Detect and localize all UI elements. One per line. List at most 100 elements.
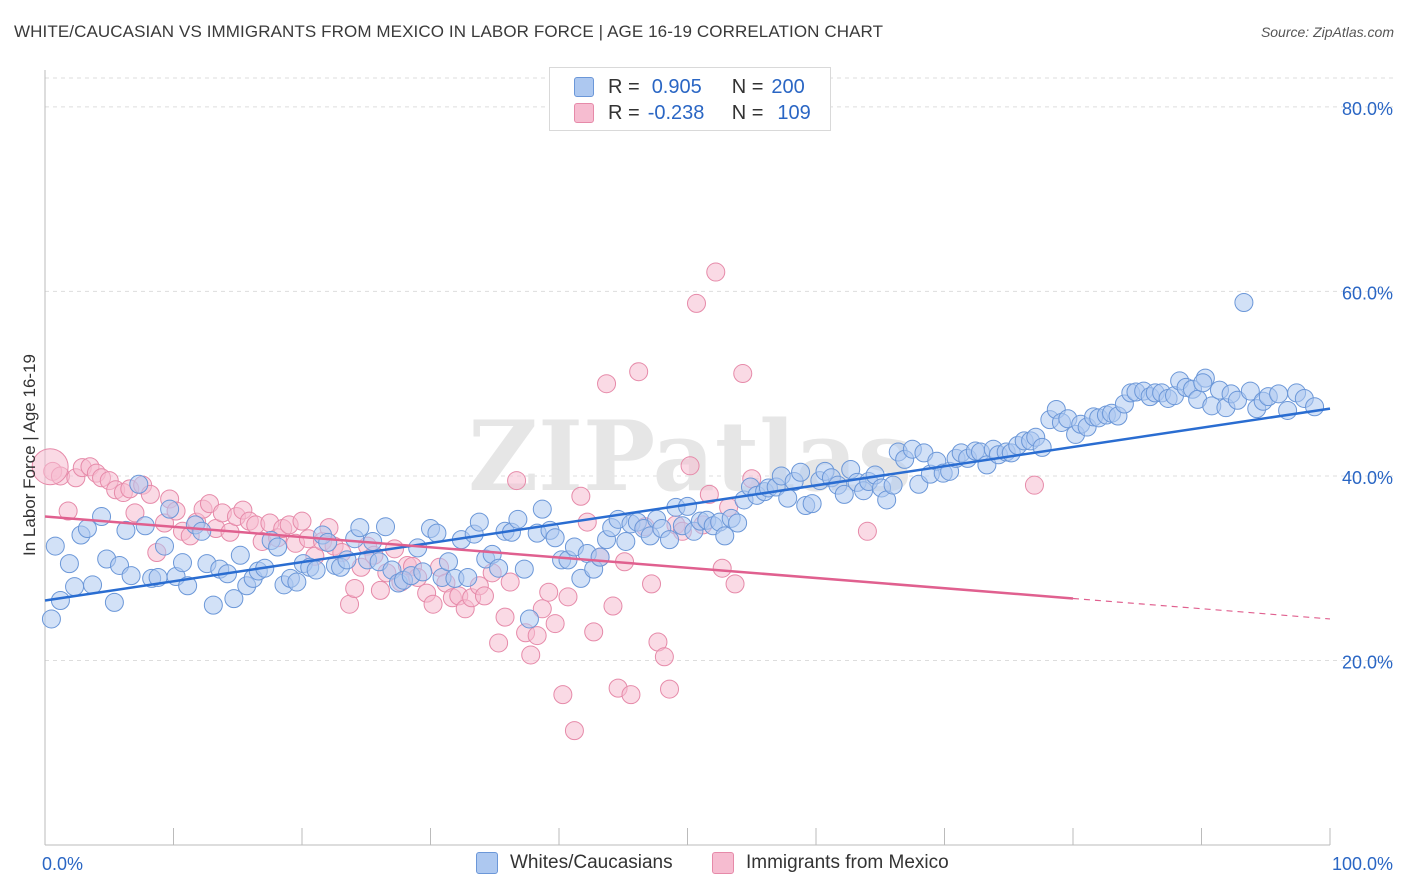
x-tick-label: 100.0%	[1332, 854, 1393, 874]
data-point	[616, 531, 636, 551]
data-point	[539, 582, 559, 602]
data-point	[172, 553, 192, 573]
data-point	[268, 537, 288, 557]
legend-r-value: -0.238	[647, 101, 705, 124]
series-whites-points	[41, 293, 1325, 629]
y-tick-label: 20.0%	[1342, 652, 1393, 672]
data-point	[508, 509, 528, 529]
data-point	[92, 507, 112, 527]
data-point	[564, 721, 584, 741]
data-point	[370, 580, 390, 600]
data-point	[345, 579, 365, 599]
data-point	[519, 609, 539, 629]
chart-title: WHITE/CAUCASIAN VS IMMIGRANTS FROM MEXIC…	[14, 22, 884, 41]
data-point	[350, 518, 370, 538]
data-point	[733, 364, 753, 384]
data-point	[834, 484, 854, 504]
data-point	[489, 558, 509, 578]
data-point	[129, 474, 149, 494]
data-point	[577, 512, 597, 532]
trend-line-immigrants	[44, 515, 1074, 600]
data-point	[160, 499, 180, 519]
y-axis-label: In Labor Force | Age 16-19	[20, 354, 39, 556]
trend-line-whites	[44, 407, 1331, 602]
data-point	[427, 523, 447, 543]
data-point	[621, 685, 641, 705]
trend-line-immigrants-extension	[1072, 597, 1331, 620]
data-point	[77, 519, 97, 539]
data-point	[571, 486, 591, 506]
data-point	[553, 685, 573, 705]
legend-n-value: 200	[771, 75, 805, 98]
data-point	[495, 607, 515, 627]
data-point	[413, 562, 433, 582]
data-point	[514, 559, 534, 579]
data-point	[83, 575, 103, 595]
data-point	[104, 592, 124, 612]
data-point	[489, 633, 509, 653]
legend-n-value: 109	[777, 101, 811, 124]
data-point	[376, 517, 396, 537]
data-point	[715, 526, 735, 546]
data-point	[545, 614, 565, 634]
data-point	[1240, 381, 1260, 401]
y-tick-label: 60.0%	[1342, 283, 1393, 303]
data-point	[65, 577, 85, 597]
legend-row-whites: R = 0.905 N = 200	[574, 74, 805, 100]
legend-label-whites: Whites/Caucasians	[510, 852, 673, 873]
data-point	[58, 501, 78, 521]
trend-lines	[44, 407, 1331, 620]
legend-r-label: R =	[608, 101, 640, 124]
data-point	[469, 512, 489, 532]
correlation-legend: R = 0.905 N = 200 R = -0.238 N = 109	[549, 67, 831, 131]
data-point	[318, 532, 338, 552]
data-point	[178, 576, 198, 596]
data-point	[1227, 390, 1247, 410]
legend-item-whites: Whites/Caucasians	[476, 852, 673, 874]
data-point	[725, 574, 745, 594]
data-point	[883, 475, 903, 495]
data-point	[584, 622, 604, 642]
legend-r-value: 0.905	[651, 75, 702, 98]
data-point	[474, 586, 494, 606]
data-point	[660, 530, 680, 550]
data-point	[527, 626, 547, 646]
legend-label-immigrants: Immigrants from Mexico	[746, 852, 949, 873]
blue-swatch	[574, 77, 594, 97]
data-point	[571, 568, 591, 588]
data-point	[857, 521, 877, 541]
data-point	[121, 566, 141, 586]
blue-swatch	[476, 852, 498, 874]
data-point	[1024, 475, 1044, 495]
data-point	[41, 609, 61, 629]
legend-n-label: N =	[731, 101, 764, 124]
data-point	[521, 645, 541, 665]
data-point	[728, 513, 748, 533]
data-point	[1269, 384, 1289, 404]
data-point	[660, 679, 680, 699]
data-point	[50, 591, 70, 611]
x-tick-label: 0.0%	[42, 854, 83, 874]
data-point	[230, 545, 250, 565]
data-point	[507, 471, 527, 491]
data-point	[590, 547, 610, 567]
data-point	[1234, 293, 1254, 312]
data-point	[699, 484, 719, 504]
data-point	[125, 503, 145, 523]
data-point	[642, 574, 662, 594]
data-point	[712, 558, 732, 578]
data-point	[203, 595, 223, 615]
legend-row-immigrants: R = -0.238 N = 109	[574, 100, 811, 126]
data-point	[686, 293, 706, 313]
data-point	[500, 572, 520, 592]
data-point	[778, 488, 798, 508]
data-point	[458, 567, 478, 587]
data-point	[802, 494, 822, 514]
data-point	[192, 521, 212, 541]
data-point	[116, 520, 136, 540]
data-point	[532, 599, 552, 619]
data-point	[438, 552, 458, 572]
pink-swatch	[712, 852, 734, 874]
y-tick-label: 40.0%	[1342, 468, 1393, 488]
